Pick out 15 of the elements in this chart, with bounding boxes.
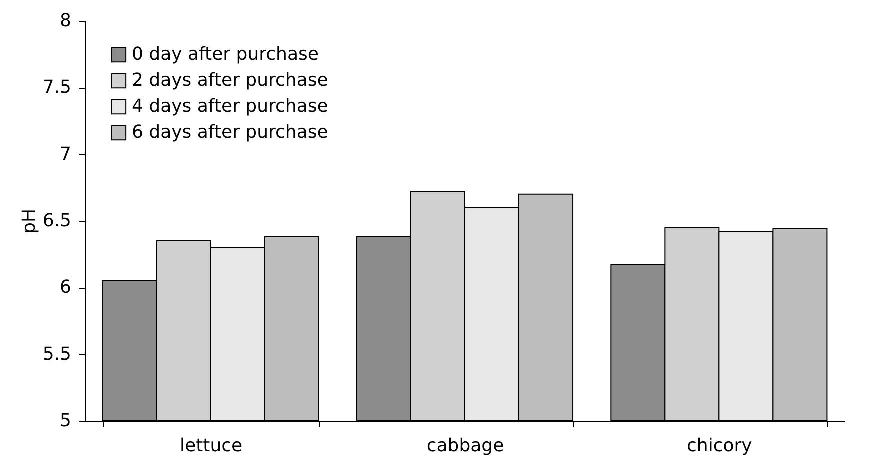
- y-axis-title: pH: [18, 209, 40, 234]
- y-tick-label: 5.5: [42, 344, 72, 365]
- legend-label: 2 days after purchase: [132, 70, 328, 91]
- y-tick-label: 5: [60, 410, 72, 432]
- legend-label: 4 days after purchase: [132, 96, 328, 117]
- y-tick-label: 7: [60, 144, 72, 165]
- legend-label: 6 days after purchase: [132, 122, 328, 143]
- y-tick-label: 8: [60, 10, 72, 32]
- y-tick-label: 6.5: [42, 210, 72, 232]
- x-tick-label: lettuce: [180, 436, 243, 456]
- y-tick-label: 6: [60, 277, 72, 298]
- x-tick-label: chicory: [687, 436, 753, 456]
- y-tick-label: 7.5: [42, 77, 72, 98]
- legend-label: 0 day after purchase: [132, 44, 319, 65]
- x-tick-label: cabbage: [426, 436, 504, 456]
